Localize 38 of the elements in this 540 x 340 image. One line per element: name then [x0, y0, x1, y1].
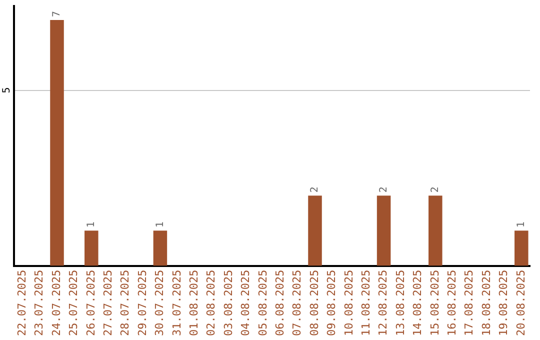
- x-tick-label: 05.08.2025: [256, 270, 270, 336]
- x-tick-label: 11.08.2025: [359, 270, 372, 336]
- x-tick-label: 01.08.2025: [187, 270, 200, 336]
- data-label: 1: [154, 222, 166, 228]
- x-tick-label: 13.08.2025: [394, 270, 407, 336]
- data-label: 2: [378, 186, 390, 193]
- x-tick-label: 31.07.2025: [170, 270, 184, 336]
- data-label: 7: [52, 11, 63, 18]
- x-tick-label: 17.08.2025: [462, 270, 476, 336]
- x-tick-label: 04.08.2025: [239, 270, 252, 336]
- x-tick-label: 03.08.2025: [222, 270, 235, 336]
- data-label: 1: [86, 222, 97, 228]
- x-tick-label: 28.07.2025: [118, 270, 132, 336]
- x-tick-label: 07.08.2025: [290, 270, 304, 336]
- data-label: 2: [430, 186, 441, 193]
- x-tick-label: 16.08.2025: [445, 270, 458, 336]
- data-label: 2: [310, 186, 321, 193]
- x-tick-label: 30.07.2025: [153, 270, 166, 336]
- x-tick-label: 12.08.2025: [376, 270, 390, 336]
- x-tick-label: 15.08.2025: [428, 270, 442, 336]
- x-tick-label: 06.08.2025: [273, 270, 286, 336]
- x-tick-label: 29.07.2025: [136, 270, 149, 336]
- x-tick-label: 22.07.2025: [15, 270, 28, 336]
- x-tick-label: 25.07.2025: [67, 270, 80, 336]
- x-tick-label: 19.08.2025: [497, 270, 510, 336]
- x-tick-label: 27.07.2025: [101, 270, 114, 336]
- x-tick-label: 24.07.2025: [50, 270, 63, 336]
- x-tick-label: 23.07.2025: [32, 270, 46, 336]
- x-tick-label: 14.08.2025: [411, 270, 424, 336]
- x-tick-label: 02.08.2025: [204, 270, 218, 336]
- x-tick-label: 26.07.2025: [84, 270, 98, 336]
- x-tick-label: 10.08.2025: [342, 270, 356, 336]
- x-tick-label: 20.08.2025: [514, 270, 528, 336]
- x-tick-label: 18.08.2025: [480, 270, 493, 336]
- data-label: 1: [516, 222, 527, 228]
- x-tick-label: 08.08.2025: [308, 270, 321, 336]
- x-tick-label: 09.08.2025: [325, 270, 338, 336]
- y-tick-label: 5: [2, 87, 13, 94]
